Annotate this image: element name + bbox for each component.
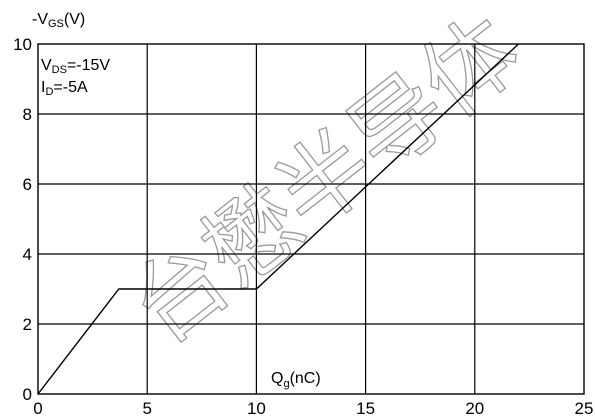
watermark-text: 台懋半导体 <box>111 0 539 364</box>
x-tick-label: 15 <box>356 399 375 418</box>
x-tick-label: 10 <box>247 399 266 418</box>
tick-labels: 0 5 10 15 20 25 0 2 4 6 8 10 <box>13 35 593 418</box>
condition-label: ID=-5A <box>41 79 88 98</box>
y-tick-label: 4 <box>23 245 32 264</box>
y-tick-label: 8 <box>23 105 32 124</box>
watermark: 台懋半导体 <box>111 0 541 365</box>
x-tick-label: 5 <box>142 399 151 418</box>
x-tick-label: 0 <box>33 399 42 418</box>
series-layer <box>37 43 519 395</box>
y-axis-label: -VGS(V) <box>32 11 85 30</box>
y-tick-label: 6 <box>23 175 32 194</box>
condition-label: VDS=-15V <box>41 57 110 76</box>
x-tick-label: 20 <box>465 399 484 418</box>
y-tick-label: 2 <box>23 315 32 334</box>
test-conditions: VDS=-15V ID=-5A <box>41 57 110 98</box>
gate-charge-line <box>37 43 519 395</box>
y-tick-label: 10 <box>13 35 32 54</box>
grid <box>38 44 584 394</box>
plot-frame <box>37 43 585 395</box>
x-tick-label: 25 <box>575 399 594 418</box>
x-axis-label: Qg(nC) <box>271 370 321 390</box>
y-tick-label: 0 <box>23 385 32 404</box>
